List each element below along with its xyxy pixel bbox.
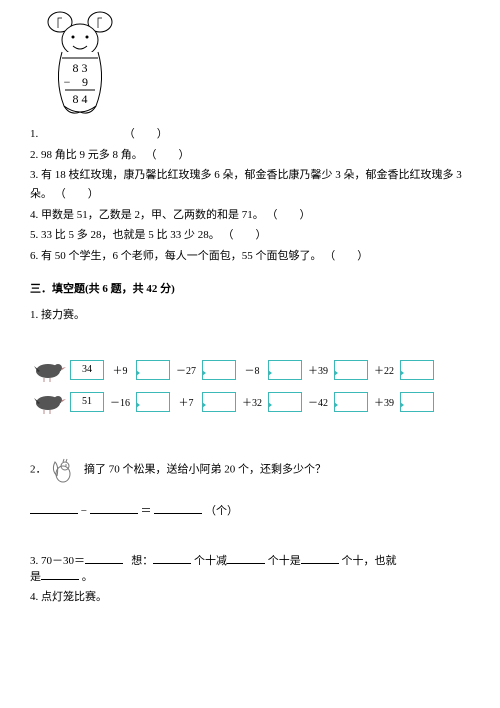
relay-row-1: 34 ＋9 －27 －8 ＋39 ＋22 bbox=[30, 358, 470, 382]
question-1: 1. （ ） bbox=[30, 125, 470, 144]
minus-sign: − bbox=[81, 505, 87, 517]
svg-text:8 3: 8 3 bbox=[73, 61, 88, 75]
q3-mid4: 个十，也就 bbox=[342, 555, 397, 567]
relay1-op1: －27 bbox=[170, 360, 202, 380]
relay1-box1[interactable] bbox=[136, 360, 170, 380]
unit: （个） bbox=[205, 505, 238, 517]
q2-text: 摘了 70 个松果，送给小阿弟 20 个，还剩多少个？ bbox=[84, 463, 326, 475]
relay2-box1[interactable] bbox=[136, 392, 170, 412]
q3-pre: 3. 70－30＝ bbox=[30, 555, 85, 567]
q3-paren: （ ） bbox=[55, 185, 99, 204]
q5-paren: （ ） bbox=[223, 226, 267, 245]
svg-text:−: − bbox=[64, 75, 71, 89]
question-5: 5. 33 比 5 多 28，也就是 5 比 33 少 28。 （ ） bbox=[30, 226, 470, 245]
s3-q2: 2． 摘了 70 个松果，送给小阿弟 20 个，还剩多少个？ bbox=[30, 456, 470, 484]
relay2-op4: ＋39 bbox=[368, 392, 400, 412]
relay1-box5[interactable] bbox=[400, 360, 434, 380]
q1-num: 1. bbox=[30, 128, 38, 140]
relay1-box2[interactable] bbox=[202, 360, 236, 380]
relay2-op3: －42 bbox=[302, 392, 334, 412]
relay1-box3[interactable] bbox=[268, 360, 302, 380]
s3-q2-equation: − ＝ （个） bbox=[30, 502, 470, 518]
relay2-op2: ＋32 bbox=[236, 392, 268, 412]
bird-icon bbox=[30, 358, 68, 382]
blank-2[interactable] bbox=[90, 502, 138, 514]
relay1-op3: ＋39 bbox=[302, 360, 334, 380]
q5-text: 5. 33 比 5 多 28，也就是 5 比 33 少 28。 bbox=[30, 229, 220, 241]
q3-blank1[interactable] bbox=[85, 552, 123, 564]
s3-q1: 1. 接力赛。 bbox=[30, 306, 470, 322]
relay2-op1: ＋7 bbox=[170, 392, 202, 412]
q3-blank4[interactable] bbox=[301, 552, 339, 564]
q3-end: 。 bbox=[82, 571, 93, 583]
q3-blank2[interactable] bbox=[153, 552, 191, 564]
relay1-op2: －8 bbox=[236, 360, 268, 380]
q3-mid2: 个十减 bbox=[194, 555, 227, 567]
question-6: 6. 有 50 个学生，6 个老师，每人一个面包，55 个面包够了。 （ ） bbox=[30, 247, 470, 266]
q3-mid1: 想： bbox=[131, 555, 153, 567]
q4-paren: （ ） bbox=[267, 206, 311, 225]
blank-1[interactable] bbox=[30, 502, 78, 514]
relay2-box5[interactable] bbox=[400, 392, 434, 412]
relay2-start: 51 bbox=[70, 392, 104, 412]
svg-text:9: 9 bbox=[82, 75, 88, 89]
s3-q3: 3. 70－30＝ 想： 个十减 个十是 个十，也就 是 。 bbox=[30, 552, 470, 584]
squirrel-icon bbox=[49, 456, 77, 484]
s3-q4: 4. 点灯笼比赛。 bbox=[30, 588, 470, 604]
relay1-op4: ＋22 bbox=[368, 360, 400, 380]
q2-text: 2. 98 角比 9 元多 8 角。 bbox=[30, 149, 143, 161]
relay1-op0: ＋9 bbox=[104, 360, 136, 380]
relay1-start: 34 bbox=[70, 360, 104, 380]
blank-3[interactable] bbox=[154, 502, 202, 514]
q2-paren: （ ） bbox=[146, 146, 190, 165]
relay2-box3[interactable] bbox=[268, 392, 302, 412]
q3-mid3: 个十是 bbox=[268, 555, 301, 567]
relay2-box4[interactable] bbox=[334, 392, 368, 412]
q4-text: 4. 甲数是 51，乙数是 2，甲、乙两数的和是 71。 bbox=[30, 209, 264, 221]
q3-blank5[interactable] bbox=[41, 568, 79, 580]
bird-icon bbox=[30, 390, 68, 414]
relay1-box4[interactable] bbox=[334, 360, 368, 380]
question-4: 4. 甲数是 51，乙数是 2，甲、乙两数的和是 71。 （ ） bbox=[30, 206, 470, 225]
q6-paren: （ ） bbox=[324, 247, 368, 266]
dog-calc-figure: 8 3 − 9 8 4 bbox=[40, 10, 470, 123]
q3-line2: 是 bbox=[30, 571, 41, 583]
question-2: 2. 98 角比 9 元多 8 角。 （ ） bbox=[30, 146, 470, 165]
section-3-title: 三．填空题(共 6 题，共 42 分) bbox=[30, 280, 470, 296]
q1-paren: （ ） bbox=[124, 125, 168, 144]
relay2-op0: －16 bbox=[104, 392, 136, 412]
svg-text:8 4: 8 4 bbox=[73, 92, 88, 106]
q3-blank3[interactable] bbox=[227, 552, 265, 564]
relay-row-2: 51 －16 ＋7 ＋32 －42 ＋39 bbox=[30, 390, 470, 414]
question-3: 3. 有 18 枝红玫瑰，康乃馨比红玫瑰多 6 朵，郁金香比康乃馨少 3 朵，郁… bbox=[30, 166, 470, 203]
q2-num: 2． bbox=[30, 463, 47, 475]
q6-text: 6. 有 50 个学生，6 个老师，每人一个面包，55 个面包够了。 bbox=[30, 250, 322, 262]
relay2-box2[interactable] bbox=[202, 392, 236, 412]
eq-sign: ＝ bbox=[140, 505, 151, 517]
